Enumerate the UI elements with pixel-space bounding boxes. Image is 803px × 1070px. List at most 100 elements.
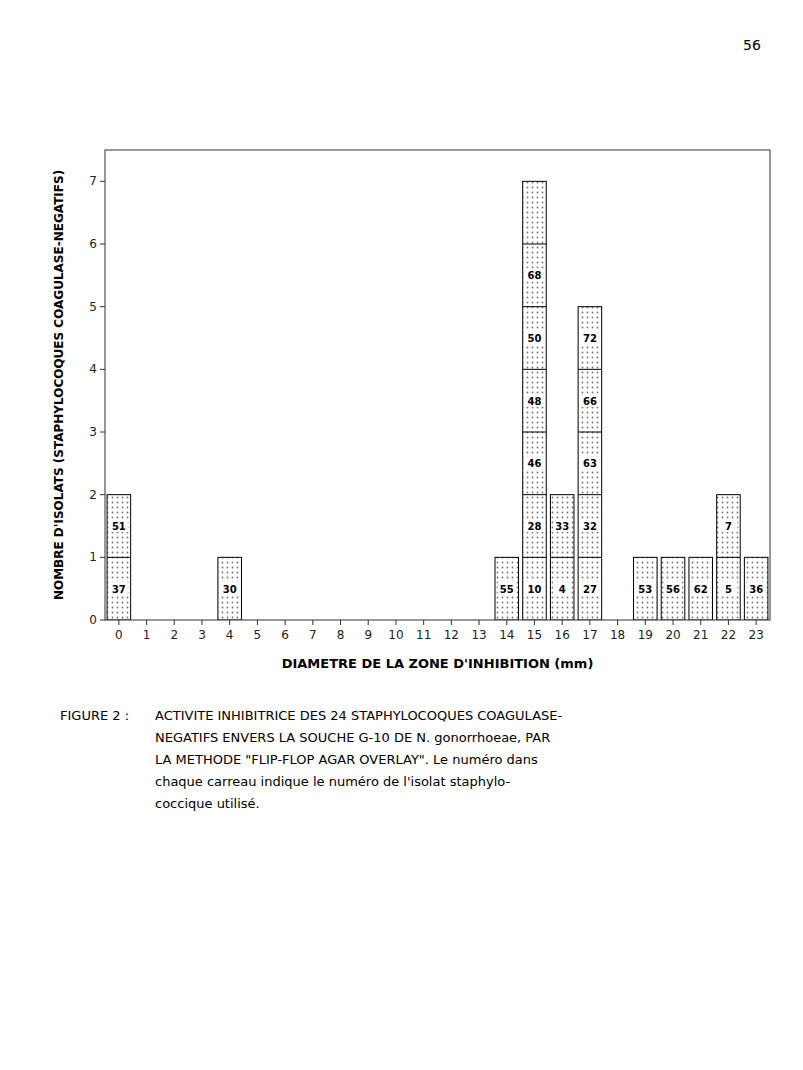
- x-tick-label: 22: [721, 628, 736, 642]
- cell-label: 28: [528, 521, 542, 532]
- cell-divider: [523, 369, 547, 370]
- y-tick: [100, 432, 105, 433]
- bar: [634, 557, 658, 620]
- cell-label-bg: [525, 456, 543, 469]
- x-tick: [201, 620, 202, 625]
- x-tick-label: 3: [198, 628, 206, 642]
- caption-line: NEGATIFS ENVERS LA SOUCHE G-10 DE N. gon…: [155, 730, 550, 745]
- axes: 0123456701234567891011121314151617181920…: [89, 174, 763, 642]
- cell-divider: [717, 557, 741, 558]
- cell-divider: [523, 494, 547, 495]
- y-axis-label: NOMBRE D'ISOLATS (STAPHYLOCOQUES COAGULA…: [52, 170, 66, 600]
- cell-label: 37: [112, 584, 126, 595]
- x-tick-label: 7: [309, 628, 317, 642]
- x-tick-label: 8: [337, 628, 345, 642]
- caption-line: ACTIVITE INHIBITRICE DES 24 STAPHYLOCOQU…: [155, 708, 562, 723]
- cell-label: 51: [112, 521, 126, 532]
- x-tick: [118, 620, 119, 625]
- x-tick: [617, 620, 618, 625]
- cell-label-bg: [664, 582, 682, 595]
- x-tick-label: 15: [527, 628, 542, 642]
- cell-label: 48: [528, 396, 542, 407]
- x-tick: [395, 620, 396, 625]
- y-tick-label: 2: [89, 488, 97, 502]
- cell-divider: [578, 557, 602, 558]
- x-tick: [506, 620, 507, 625]
- cell-label-bg: [553, 582, 571, 595]
- y-tick: [100, 369, 105, 370]
- bar: [550, 495, 574, 620]
- cell-label-bg: [581, 394, 599, 407]
- y-tick-label: 3: [89, 425, 97, 439]
- x-tick-label: 17: [582, 628, 597, 642]
- bar: [661, 557, 685, 620]
- bar: [689, 557, 713, 620]
- cell-label: 36: [749, 584, 763, 595]
- x-tick: [257, 620, 258, 625]
- x-tick: [589, 620, 590, 625]
- x-tick: [645, 620, 646, 625]
- cell-label-bg: [581, 582, 599, 595]
- cell-label-bg: [747, 582, 765, 595]
- bar: [218, 557, 242, 620]
- cell-label-bg: [221, 582, 239, 595]
- y-tick: [100, 620, 105, 621]
- x-tick-label: 12: [444, 628, 459, 642]
- cell-label-bg: [498, 582, 516, 595]
- y-tick: [100, 306, 105, 307]
- x-tick-label: 18: [610, 628, 625, 642]
- cell-label: 68: [528, 270, 542, 281]
- cell-label-bg: [692, 582, 710, 595]
- x-tick: [229, 620, 230, 625]
- cell-divider: [578, 432, 602, 433]
- x-tick: [534, 620, 535, 625]
- bar: [717, 495, 741, 620]
- y-tick: [100, 557, 105, 558]
- y-tick: [100, 181, 105, 182]
- x-tick-label: 0: [115, 628, 123, 642]
- x-tick: [673, 620, 674, 625]
- x-tick-label: 16: [555, 628, 570, 642]
- cell-label: 33: [555, 521, 569, 532]
- cell-divider: [523, 306, 547, 307]
- cell-label: 27: [583, 584, 597, 595]
- bar: [744, 557, 768, 620]
- bar: [495, 557, 519, 620]
- x-tick-label: 13: [471, 628, 486, 642]
- cell-label-bg: [110, 519, 128, 532]
- bars: [107, 181, 768, 620]
- cell-label: 4: [559, 584, 566, 595]
- caption-line: coccique utilisé.: [155, 796, 260, 811]
- cell-labels: 3751305510284648506843327326366725356625…: [110, 268, 765, 594]
- cell-label-bg: [581, 519, 599, 532]
- y-tick-label: 5: [89, 300, 97, 314]
- cell-label: 7: [725, 521, 732, 532]
- page-number: 56: [743, 37, 761, 53]
- x-tick-label: 4: [226, 628, 234, 642]
- x-tick: [423, 620, 424, 625]
- caption-label: FIGURE 2 :: [60, 708, 129, 723]
- x-tick-label: 14: [499, 628, 514, 642]
- x-tick: [479, 620, 480, 625]
- x-tick-label: 19: [638, 628, 653, 642]
- cell-divider: [107, 557, 131, 558]
- x-tick-label: 23: [749, 628, 764, 642]
- cell-label-bg: [525, 268, 543, 281]
- cell-label: 55: [500, 584, 514, 595]
- caption-line: chaque carreau indique le numéro de l'is…: [155, 774, 511, 789]
- cell-label: 50: [528, 333, 542, 344]
- cell-label-bg: [525, 394, 543, 407]
- cell-label-bg: [636, 582, 654, 595]
- x-tick: [174, 620, 175, 625]
- y-tick-label: 0: [89, 613, 97, 627]
- cell-divider: [523, 244, 547, 245]
- cell-divider: [523, 557, 547, 558]
- cell-label-bg: [525, 582, 543, 595]
- cell-label: 66: [583, 396, 597, 407]
- cell-label: 72: [583, 333, 597, 344]
- x-tick-label: 9: [364, 628, 372, 642]
- cell-label-bg: [525, 519, 543, 532]
- y-tick-label: 7: [89, 174, 97, 188]
- x-tick: [562, 620, 563, 625]
- x-tick-label: 2: [170, 628, 178, 642]
